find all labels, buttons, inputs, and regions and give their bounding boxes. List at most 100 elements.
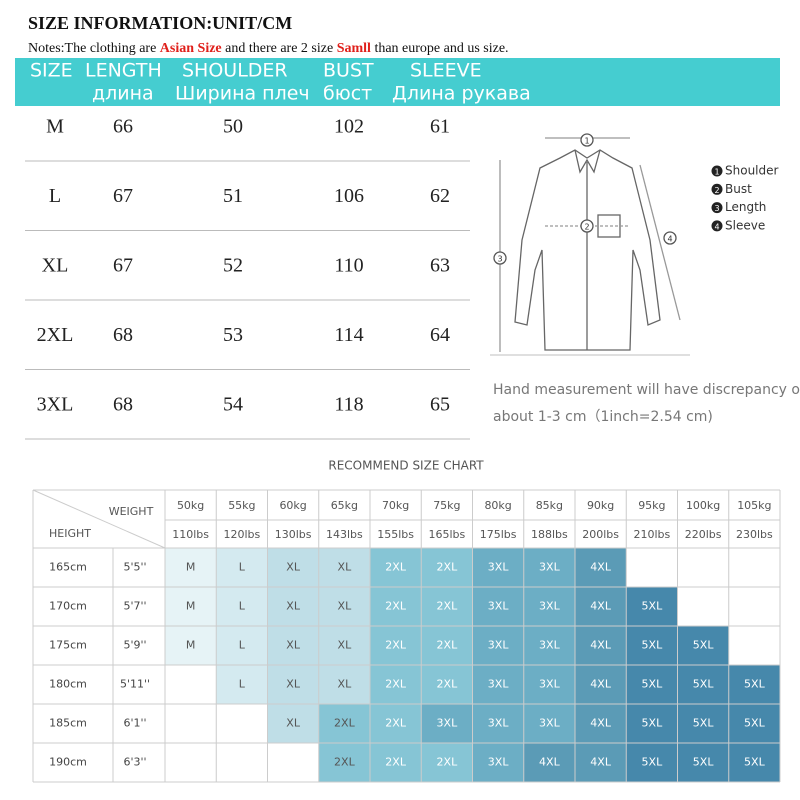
weight-lbs: 165lbs bbox=[428, 528, 465, 541]
size-cell bbox=[267, 587, 319, 626]
size-cell-label: 3XL bbox=[539, 600, 561, 613]
size-cell bbox=[575, 665, 627, 704]
header-en: SLEEVE bbox=[410, 60, 482, 82]
size-cell-label: 2XL bbox=[385, 717, 407, 730]
height-cm: 175cm bbox=[49, 639, 87, 652]
measurement: 51 bbox=[223, 185, 243, 207]
marker-circle bbox=[493, 251, 507, 265]
size-cell bbox=[216, 626, 268, 665]
size-cell-label: 3XL bbox=[539, 561, 561, 574]
size-cell-label: XL bbox=[286, 639, 301, 652]
header-ru: Ширина плеч bbox=[175, 83, 310, 105]
weight-lbs: 143lbs bbox=[326, 528, 363, 541]
size-cell bbox=[626, 743, 678, 782]
measurement: 54 bbox=[223, 394, 243, 416]
notes-text: than europe and us size. bbox=[371, 41, 509, 56]
weight-kg: 70kg bbox=[382, 499, 409, 512]
size-cell bbox=[267, 665, 319, 704]
header-en: SHOULDER bbox=[182, 60, 288, 82]
chart-title: RECOMMEND SIZE CHART bbox=[328, 459, 484, 473]
size-cell-label: XL bbox=[338, 561, 353, 574]
size-cell bbox=[472, 548, 524, 587]
size-cell bbox=[421, 665, 473, 704]
measurement: 110 bbox=[334, 255, 363, 277]
size-cell-label: 5XL bbox=[744, 756, 766, 769]
size-cell bbox=[472, 587, 524, 626]
size-cell bbox=[370, 743, 422, 782]
weight-lbs: 130lbs bbox=[275, 528, 312, 541]
size-cell-label: 2XL bbox=[437, 561, 459, 574]
size-cell bbox=[318, 665, 370, 704]
size-cell-label: 4XL bbox=[590, 600, 612, 613]
size-cell bbox=[318, 743, 370, 782]
size-cell bbox=[267, 626, 319, 665]
size-cell bbox=[728, 704, 780, 743]
size-cell bbox=[677, 743, 729, 782]
size-cell-label: M bbox=[186, 639, 196, 652]
legend-circle bbox=[711, 202, 723, 214]
size-cell-label: 3XL bbox=[488, 678, 510, 691]
size-cell bbox=[370, 587, 422, 626]
size-cell bbox=[165, 587, 217, 626]
size-cell-label: L bbox=[239, 561, 246, 574]
weight-kg: 95kg bbox=[638, 499, 665, 512]
height-cm: 170cm bbox=[49, 600, 87, 613]
size-cell-label: 4XL bbox=[590, 639, 612, 652]
height-cm: 185cm bbox=[49, 717, 87, 730]
height-cm: 180cm bbox=[49, 678, 87, 691]
measurement: 53 bbox=[223, 324, 243, 346]
size-cell-label: 2XL bbox=[437, 600, 459, 613]
shirt-collar bbox=[574, 149, 601, 174]
size-cell bbox=[523, 587, 575, 626]
size-cell bbox=[318, 587, 370, 626]
weight-kg: 55kg bbox=[228, 499, 255, 512]
size-cell bbox=[318, 548, 370, 587]
weight-kg: 75kg bbox=[433, 499, 460, 512]
size-cell-label: L bbox=[239, 600, 246, 613]
size-cell bbox=[575, 626, 627, 665]
marker-number: 2 bbox=[584, 223, 589, 232]
weight-label: WEIGHT bbox=[109, 505, 154, 518]
size-cell-label: 4XL bbox=[590, 678, 612, 691]
measurement-note: about 1-3 cm（1inch=2.54 cm) bbox=[493, 409, 713, 425]
size-cell bbox=[267, 704, 319, 743]
size-cell-label: 4XL bbox=[590, 717, 612, 730]
size-cell-label: 2XL bbox=[334, 717, 356, 730]
weight-kg: 50kg bbox=[177, 499, 204, 512]
size-cell bbox=[318, 704, 370, 743]
size-cell-label: 5XL bbox=[693, 717, 715, 730]
weight-lbs: 188lbs bbox=[531, 528, 568, 541]
size-cell bbox=[575, 704, 627, 743]
size-cell-label: 3XL bbox=[539, 678, 561, 691]
weight-lbs: 220lbs bbox=[685, 528, 722, 541]
size-cell bbox=[523, 743, 575, 782]
legend-label: Bust bbox=[725, 182, 752, 196]
size-cell bbox=[472, 626, 524, 665]
legend-number: 1 bbox=[714, 168, 719, 177]
header-diagonal bbox=[32, 489, 166, 549]
size-cell-label: XL bbox=[286, 561, 301, 574]
measurement: 102 bbox=[334, 116, 364, 138]
size-label: 2XL bbox=[37, 324, 74, 346]
measurement: 66 bbox=[113, 116, 133, 138]
weight-lbs: 200lbs bbox=[582, 528, 619, 541]
size-cell-label: 2XL bbox=[437, 756, 459, 769]
size-cell bbox=[626, 665, 678, 704]
size-cell bbox=[677, 626, 729, 665]
shirt-drawing: 1 2 3 4 bbox=[490, 133, 690, 356]
size-cell-label: 5XL bbox=[642, 639, 664, 652]
height-ft: 6'3'' bbox=[123, 756, 146, 769]
measurement: 68 bbox=[113, 394, 133, 416]
measure-line bbox=[639, 164, 681, 321]
measurement: 106 bbox=[334, 185, 364, 207]
size-cell-label: 2XL bbox=[385, 678, 407, 691]
height-label: HEIGHT bbox=[49, 527, 91, 540]
size-cell bbox=[370, 548, 422, 587]
size-cell-label: M bbox=[186, 600, 196, 613]
legend-circle bbox=[711, 165, 723, 177]
legend-number: 4 bbox=[714, 222, 719, 231]
size-cell bbox=[677, 704, 729, 743]
header-ru: Длина рукава bbox=[392, 83, 531, 105]
legend-number: 2 bbox=[714, 186, 719, 195]
height-ft: 5'9'' bbox=[123, 639, 146, 652]
